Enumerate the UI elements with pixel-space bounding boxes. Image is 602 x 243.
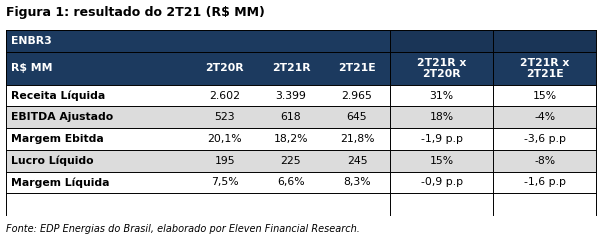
Bar [6,30,390,52]
Text: ENBR3: ENBR3 [11,36,52,46]
Bar [493,52,596,85]
Text: 618: 618 [281,112,301,122]
Text: 3.399: 3.399 [276,91,306,101]
Text: -1,6 p.p: -1,6 p.p [524,177,566,187]
Text: 245: 245 [347,156,367,166]
Text: 2T20R: 2T20R [205,63,244,73]
Bar [493,150,596,172]
Bar [6,85,192,106]
Text: 20,1%: 20,1% [208,134,242,144]
Text: 18%: 18% [430,112,454,122]
Bar [6,172,192,193]
Bar [324,128,390,150]
Text: 6,6%: 6,6% [277,177,305,187]
Bar [192,85,258,106]
Bar [493,172,596,193]
Text: 225: 225 [281,156,301,166]
Text: 8,3%: 8,3% [343,177,371,187]
Bar [258,106,324,128]
Text: -1,9 p.p: -1,9 p.p [421,134,463,144]
Bar [192,150,258,172]
Text: Lucro Líquido: Lucro Líquido [11,156,93,166]
Text: 645: 645 [347,112,367,122]
Text: 2.602: 2.602 [209,91,240,101]
Bar [192,106,258,128]
Bar [390,52,493,85]
Bar [6,106,192,128]
Bar [493,106,596,128]
Text: Margem Ebitda: Margem Ebitda [11,134,104,144]
Bar [258,85,324,106]
Bar [390,128,493,150]
Bar [192,128,258,150]
Text: 523: 523 [214,112,235,122]
Bar [258,52,324,85]
Bar [6,128,192,150]
Text: Receita Líquida: Receita Líquida [11,90,105,101]
Bar [390,172,493,193]
Text: 15%: 15% [533,91,557,101]
Bar [258,172,324,193]
Text: Figura 1: resultado do 2T21 (R$ MM): Figura 1: resultado do 2T21 (R$ MM) [6,6,265,19]
Bar [324,52,390,85]
Bar [6,52,192,85]
Text: 195: 195 [214,156,235,166]
Text: 2T21E: 2T21E [338,63,376,73]
Bar [390,30,596,52]
Text: 18,2%: 18,2% [274,134,308,144]
Text: 2T21R: 2T21R [272,63,310,73]
Text: EBITDA Ajustado: EBITDA Ajustado [11,112,113,122]
Text: -8%: -8% [534,156,555,166]
Text: -0,9 p.p: -0,9 p.p [421,177,463,187]
Text: 21,8%: 21,8% [340,134,374,144]
Bar [390,150,493,172]
Bar [324,85,390,106]
Bar [324,106,390,128]
Text: 15%: 15% [430,156,454,166]
Bar [258,128,324,150]
Bar [493,128,596,150]
Bar [390,85,493,106]
Text: 2T21R x
2T20R: 2T21R x 2T20R [417,58,467,79]
Bar [390,106,493,128]
Text: -4%: -4% [534,112,555,122]
Text: 2.965: 2.965 [341,91,373,101]
Bar [258,150,324,172]
Bar [192,172,258,193]
Text: Fonte: EDP Energias do Brasil, elaborado por Eleven Financial Research.: Fonte: EDP Energias do Brasil, elaborado… [6,225,360,234]
Bar [324,172,390,193]
Text: Margem Líquida: Margem Líquida [11,177,110,188]
Text: -3,6 p.p: -3,6 p.p [524,134,566,144]
Bar [6,150,192,172]
Bar [192,52,258,85]
Text: R$ MM: R$ MM [11,63,52,73]
Text: 31%: 31% [430,91,454,101]
Text: 2T21R x
2T21E: 2T21R x 2T21E [520,58,569,79]
Bar [493,85,596,106]
Text: 7,5%: 7,5% [211,177,239,187]
Bar [324,150,390,172]
